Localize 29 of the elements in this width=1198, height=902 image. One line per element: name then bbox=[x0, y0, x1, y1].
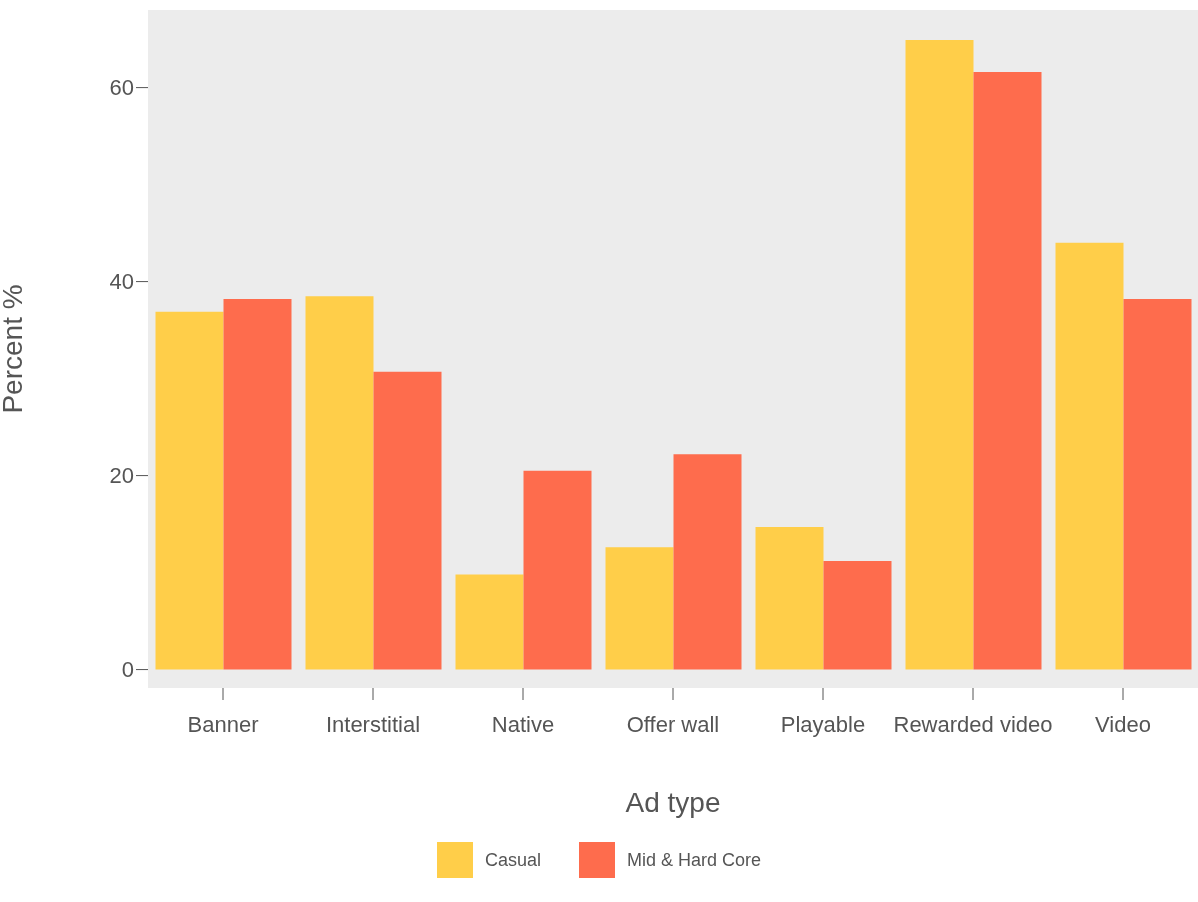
bar bbox=[373, 371, 442, 670]
x-tick-label: Interstitial bbox=[325, 711, 421, 737]
x-tick-label: Offer wall bbox=[626, 711, 720, 737]
bar bbox=[223, 299, 292, 670]
legend-label: Casual bbox=[484, 849, 541, 871]
x-tick-label: Native bbox=[491, 711, 555, 737]
bar bbox=[823, 560, 892, 670]
y-tick-label: 0 bbox=[121, 657, 134, 683]
bar bbox=[1055, 242, 1124, 670]
bar bbox=[673, 454, 742, 670]
y-tick-label: 60 bbox=[109, 75, 134, 101]
x-tick-label: Rewarded video bbox=[893, 711, 1053, 737]
x-tick-label: Playable bbox=[780, 711, 866, 737]
x-tick-label: Banner bbox=[187, 711, 259, 737]
bar bbox=[1123, 299, 1192, 670]
x-axis-title: Ad type bbox=[625, 787, 721, 818]
y-tick-label: 20 bbox=[109, 463, 134, 489]
bar bbox=[905, 40, 974, 670]
bar bbox=[605, 547, 674, 670]
y-axis-title: Percent % bbox=[0, 284, 28, 414]
legend-label: Mid & Hard Core bbox=[626, 849, 762, 871]
bar bbox=[305, 296, 374, 670]
bar bbox=[973, 72, 1042, 670]
x-tick-label: Video bbox=[1095, 711, 1151, 737]
bar bbox=[755, 526, 824, 670]
bar bbox=[523, 470, 592, 670]
bar bbox=[455, 574, 524, 670]
y-tick-label: 40 bbox=[109, 269, 134, 295]
bar bbox=[155, 311, 224, 670]
